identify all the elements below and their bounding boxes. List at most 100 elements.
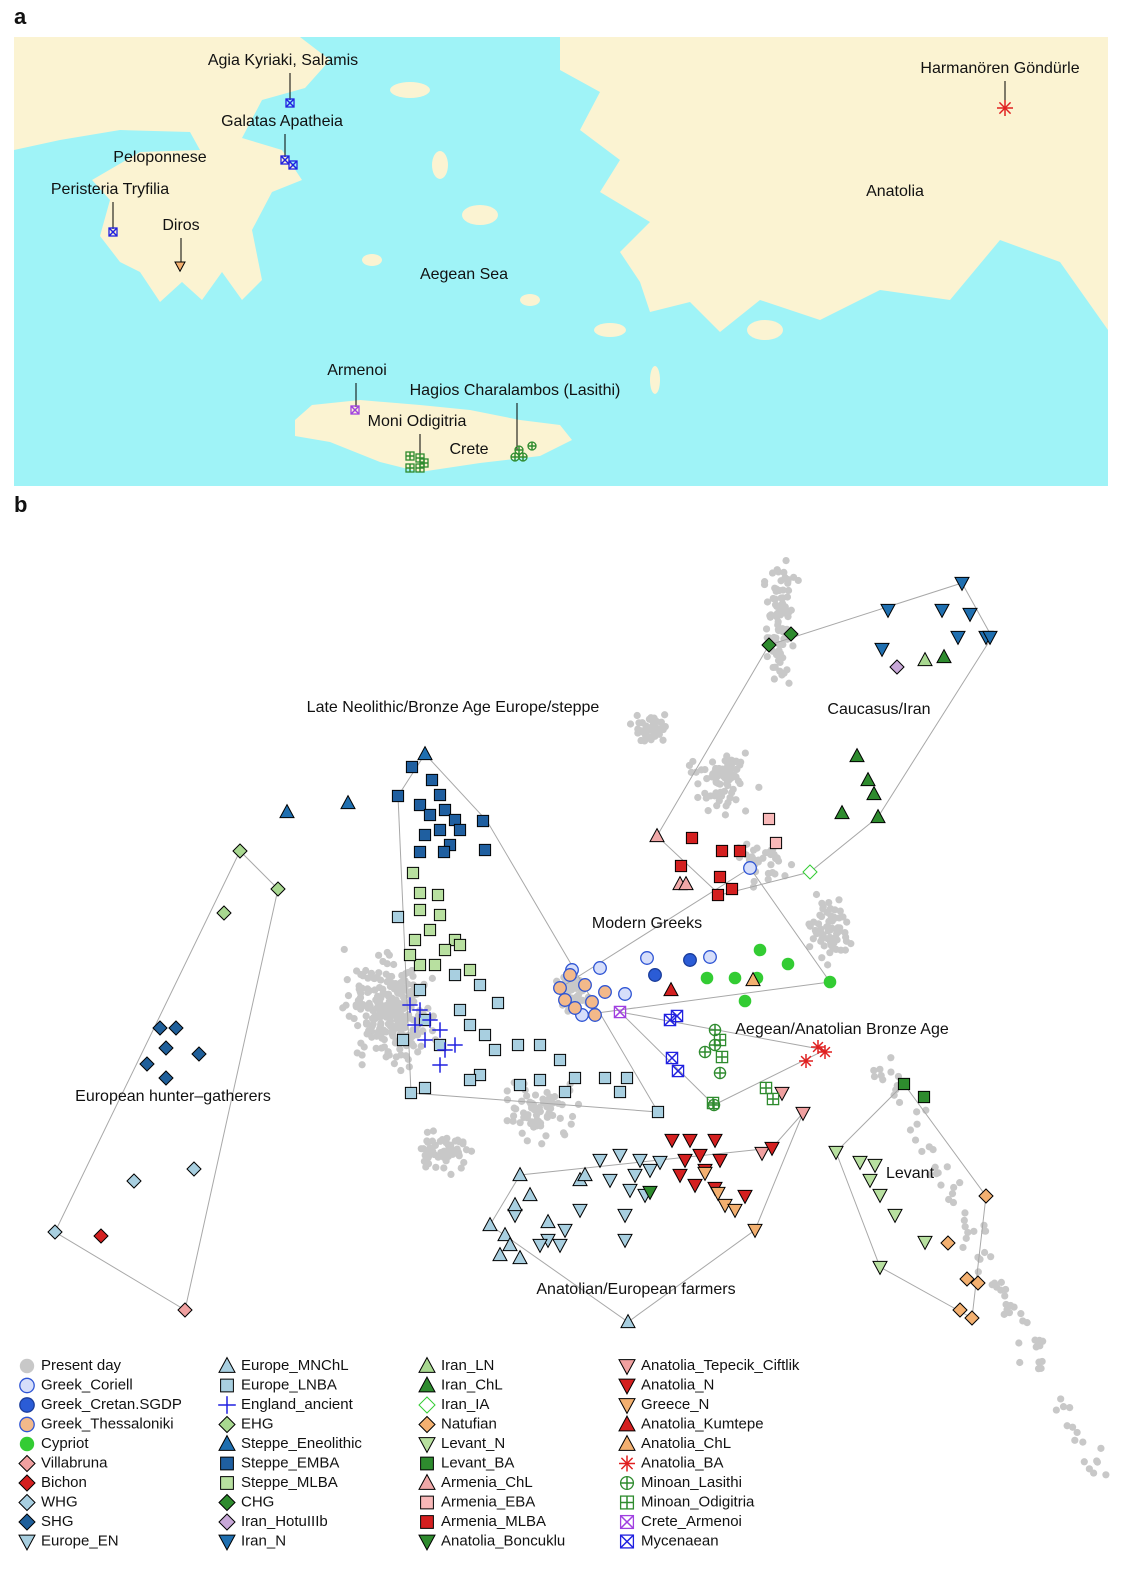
marker-shape (936, 648, 952, 664)
background-point (769, 663, 777, 672)
background-point (545, 1109, 553, 1117)
marker-shape (674, 859, 688, 873)
background-point (784, 586, 793, 595)
marker (672, 1168, 688, 1184)
marker (218, 1396, 236, 1414)
background-point (721, 757, 729, 765)
marker (618, 1359, 636, 1376)
legend-label: Minoan_Odigitria (641, 1493, 755, 1510)
legend-label: Steppe_Eneolithic (241, 1435, 362, 1452)
background-point (824, 961, 832, 969)
legend-label: Cypriot (41, 1435, 89, 1452)
marker-shape (713, 870, 727, 884)
marker-shape (613, 1005, 627, 1019)
background-point (784, 577, 792, 585)
map-label: Crete (449, 441, 488, 458)
legend-label: Levant_N (441, 1435, 505, 1452)
background-point (389, 1000, 397, 1008)
marker (733, 844, 747, 858)
background-point (657, 719, 665, 727)
marker (453, 938, 467, 952)
background-point (578, 996, 587, 1004)
marker-shape (406, 866, 420, 880)
map-label: Galatas Apatheia (221, 113, 343, 130)
marker-stroke (350, 405, 360, 415)
island (650, 366, 660, 394)
marker-shape (802, 864, 818, 880)
background-point (964, 1228, 972, 1237)
marker-shape (418, 1415, 436, 1434)
background-point (877, 1071, 885, 1080)
marker (186, 1161, 202, 1177)
background-point (943, 1163, 951, 1171)
legend-label: Steppe_EMBA (241, 1454, 339, 1471)
marker-shape (557, 1223, 573, 1239)
map-label: Diros (162, 217, 199, 234)
marker-shape (612, 1148, 628, 1164)
marker-stroke (665, 1051, 679, 1065)
marker (512, 1166, 528, 1182)
marker-shape (18, 1534, 36, 1551)
background-point (732, 796, 740, 804)
marker (412, 1002, 428, 1018)
marker (613, 1005, 627, 1019)
background-point (367, 969, 376, 977)
marker (698, 1045, 712, 1059)
marker-shape (220, 1378, 234, 1393)
marker-shape (862, 1173, 878, 1189)
marker (762, 812, 776, 826)
marker-shape (420, 1495, 434, 1510)
background-point (634, 729, 642, 737)
marker-stroke (620, 1457, 634, 1470)
background-point (770, 675, 778, 683)
legend-label: Greek_Coriell (41, 1376, 133, 1393)
background-point (404, 1055, 412, 1063)
background-point (722, 802, 730, 810)
marker-shape (418, 1356, 436, 1373)
marker (738, 994, 752, 1008)
marker (533, 1038, 547, 1052)
marker (507, 1196, 523, 1212)
marker (799, 1054, 813, 1068)
island (594, 323, 626, 337)
marker-shape (420, 1456, 434, 1471)
marker (713, 1033, 727, 1047)
marker-shape (218, 1513, 236, 1531)
legend-label: Mycenaean (641, 1532, 719, 1549)
legend-label: Anatolia_Boncuklu (441, 1532, 565, 1549)
background-point (386, 1022, 394, 1030)
marker (423, 923, 437, 937)
background-point (704, 807, 712, 815)
legend-label: Iran_ChL (441, 1376, 503, 1393)
marker-shape (715, 844, 729, 858)
marker-shape (403, 948, 417, 962)
marker (476, 814, 490, 828)
marker-shape (433, 788, 447, 802)
marker-shape (620, 1313, 636, 1329)
marker (391, 789, 405, 803)
background-point (556, 1114, 564, 1122)
background-point (887, 1068, 895, 1076)
background-point (405, 1063, 413, 1071)
background-point (363, 985, 372, 993)
marker-shape (218, 1493, 236, 1512)
marker-shape (687, 1178, 703, 1194)
marker-shape (453, 823, 467, 837)
marker-stroke (280, 155, 290, 165)
background-point (1068, 1423, 1077, 1431)
marker-shape (232, 843, 248, 859)
background-point (725, 776, 733, 784)
region-label: Anatolian/European farmers (536, 1281, 735, 1298)
marker-shape (834, 804, 850, 820)
background-point (774, 586, 782, 594)
marker-shape (218, 1415, 236, 1434)
marker-shape (880, 603, 896, 619)
background-point (842, 933, 850, 941)
background-point (440, 1164, 448, 1172)
marker-stroke (819, 1046, 831, 1058)
marker (745, 971, 761, 987)
marker (407, 1017, 423, 1033)
marker-shape (186, 1161, 202, 1177)
legend-label: Minoan_Lasithi (641, 1474, 742, 1491)
marker (405, 451, 415, 461)
